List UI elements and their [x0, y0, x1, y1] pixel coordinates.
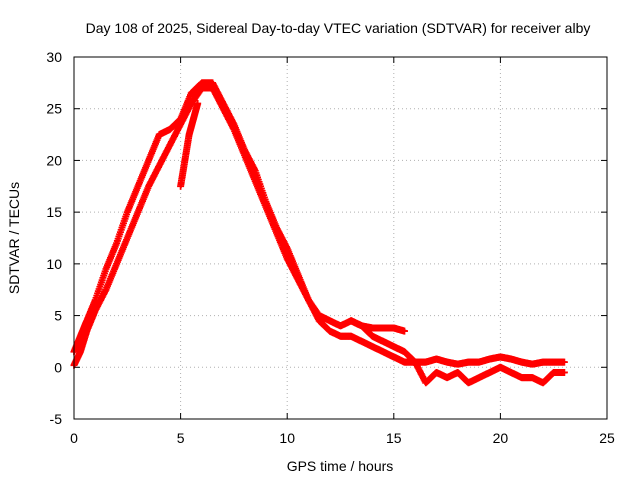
plot-frame	[73, 56, 608, 420]
data-points	[70, 79, 568, 387]
data-point-track-2	[560, 358, 568, 366]
data-point-track-1	[400, 327, 408, 335]
y-tick-label: 25	[46, 101, 62, 117]
ticks: 0 5 10 15 20 25 -5 0 5 10 15 20 25 30	[46, 49, 615, 446]
y-axis-label: SDTVAR / TECUs	[6, 182, 22, 294]
y-tick-label: -5	[50, 411, 63, 427]
y-tick-label: 5	[54, 308, 62, 324]
chart-title: Day 108 of 2025, Sidereal Day-to-day VTE…	[86, 20, 591, 36]
y-tick-label: 30	[46, 49, 62, 65]
x-tick-label: 5	[177, 430, 185, 446]
x-tick-label: 25	[599, 430, 615, 446]
x-tick-label: 20	[493, 430, 509, 446]
x-tick-label: 15	[386, 430, 402, 446]
y-tick-label: 15	[46, 204, 62, 220]
data-point-track-3	[560, 368, 568, 376]
x-tick-label: 10	[279, 430, 295, 446]
data-point-track-4	[194, 100, 202, 108]
x-axis-label: GPS time / hours	[287, 458, 394, 474]
x-tick-label: 0	[70, 430, 78, 446]
y-tick-label: 20	[46, 152, 62, 168]
y-tick-label: 0	[54, 359, 62, 375]
y-tick-label: 10	[46, 256, 62, 272]
